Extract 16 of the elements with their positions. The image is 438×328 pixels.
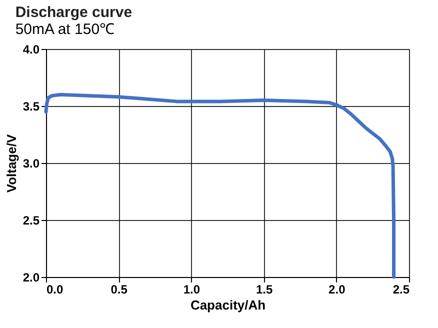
y-tick-label: 3.0 xyxy=(22,156,40,170)
chart-title: Discharge curve xyxy=(15,4,132,21)
x-tick-label: 1.0 xyxy=(183,282,200,296)
line-series xyxy=(44,92,396,279)
y-tick-label: 4.0 xyxy=(22,42,40,56)
x-tick-label: 0.0 xyxy=(46,282,64,296)
x-tick-label: 2.5 xyxy=(392,282,410,296)
y-tick-label: 2.0 xyxy=(22,270,40,284)
x-tick-label: 2.0 xyxy=(328,282,346,296)
y-axis-title: Voltage/V xyxy=(4,134,19,193)
x-tick-label: 1.5 xyxy=(256,282,273,296)
y-tick-label: 3.5 xyxy=(22,100,40,114)
chart-subtitle: 50mA at 150℃ xyxy=(15,21,115,38)
x-tick-label: 0.5 xyxy=(110,282,128,296)
x-axis-title: Capacity/Ah xyxy=(190,298,266,312)
y-tick-label: 2.5 xyxy=(22,214,40,228)
